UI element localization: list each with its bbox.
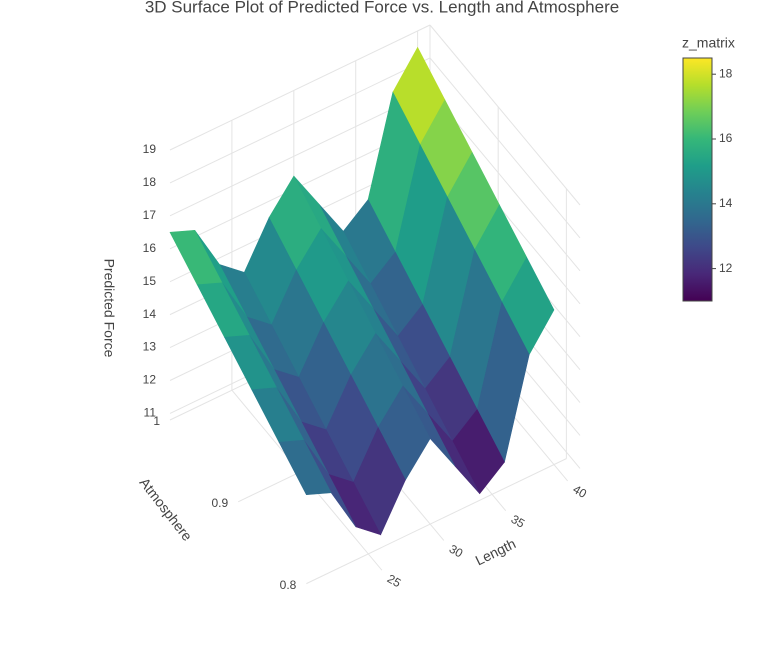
z-grid-line [429,24,581,206]
colorbar-tick-label: 18 [719,66,733,80]
colorbar [682,57,713,302]
z-tick-label: 12 [143,373,157,387]
z-tick-label: 11 [144,406,157,420]
y-tick-label: 0.9 [211,496,228,510]
z-tick-label: 17 [143,208,157,222]
colorbar-title: z_matrix [682,35,735,51]
z-tick-label: 14 [143,307,157,321]
z-grid-line [429,57,581,239]
y-axis-title: Atmosphere [136,475,195,545]
z-tick-label: 16 [143,241,157,255]
z-tick-label: 15 [143,274,157,288]
z-grid-line [169,57,431,184]
x-axis-title: Length [473,535,519,568]
x-tick-label: 25 [385,571,404,590]
labels: 11 12 13 14 15 16 17 18 19 25 30 35 40 0.8 0.9 1 [143,142,590,592]
colorbar-tick-label: 12 [719,261,733,275]
y-grid-line [306,458,567,585]
z-tick-label: 13 [143,340,157,354]
x-tick-label: 35 [509,512,528,531]
z-grid-line [169,24,431,151]
colorbar-tick-label: 14 [719,196,733,210]
surface-patch [278,439,332,496]
surface [169,46,555,536]
z-axis-title: Predicted Force [101,259,117,358]
colorbar-tick-label: 16 [719,131,733,145]
chart-title: 3D Surface Plot of Predicted Force vs. L… [145,0,619,16]
z-tick-label: 19 [143,142,157,156]
x-tick-label: 30 [447,542,466,561]
y-tick-label: 0.8 [280,578,297,592]
z-grid-line [169,90,431,217]
y-tick-label: 1 [153,414,160,428]
x-tick-label: 40 [571,482,590,501]
z-tick-label: 18 [143,175,157,189]
